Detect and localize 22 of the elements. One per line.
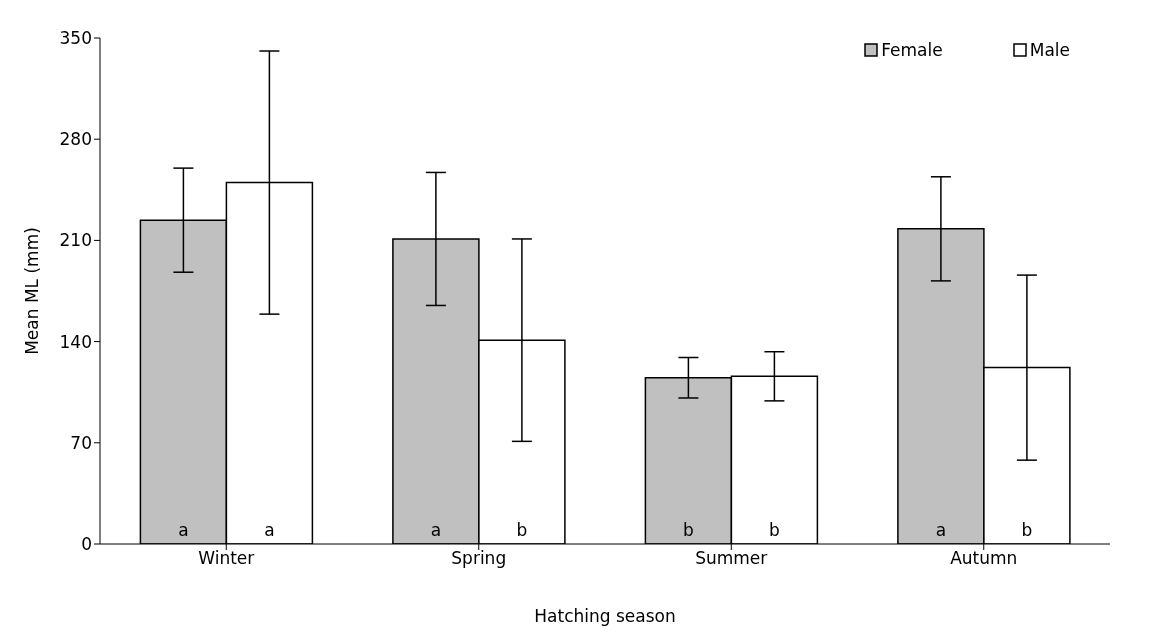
x-axis-title: Hatching season [534,606,676,626]
legend-label: Male [1029,40,1070,60]
data-label: b [516,520,528,540]
legend-label: Female [881,40,943,60]
data-label: a [935,520,947,540]
x-tick-label: Summer [695,548,768,569]
y-tick-label: 0 [81,534,92,555]
x-tick-label: Spring [451,548,507,569]
data-label: b [683,520,694,540]
data-label: a [430,520,442,540]
y-tick-label: 140 [59,331,92,352]
y-tick-label: 350 [59,28,92,49]
x-tick-label: Winter [198,548,255,569]
data-label: a [178,520,189,540]
y-tick-label: 210 [59,230,92,251]
data-label: a [264,520,275,540]
y-axis-title: Mean ML (mm) [22,227,43,355]
x-tick-label: Autumn [950,548,1018,569]
y-tick-label: 280 [59,129,92,150]
y-tick-label: 70 [70,432,92,453]
data-label: b [1021,520,1033,540]
data-label: b [769,520,780,540]
